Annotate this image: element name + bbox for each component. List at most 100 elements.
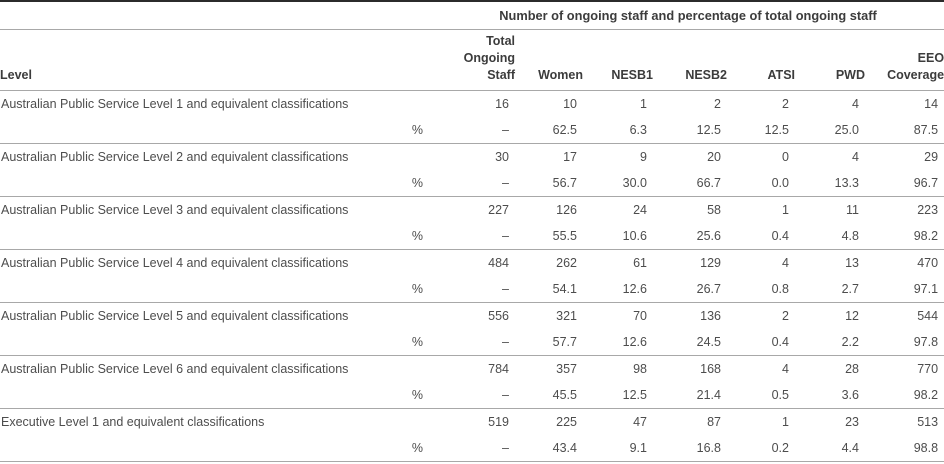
column-header-label: Women bbox=[538, 68, 583, 82]
column-header-label: EEO bbox=[917, 51, 944, 65]
percent-cell: 13.3 bbox=[795, 170, 865, 197]
percent-cell: 56.7 bbox=[515, 170, 583, 197]
column-header-label: Total bbox=[486, 34, 515, 48]
count-cell: 87 bbox=[707, 415, 721, 429]
percent-cell: 0.8 bbox=[727, 276, 795, 303]
percent-cell: 97.1 bbox=[865, 276, 944, 303]
count-cell: 17 bbox=[563, 150, 577, 164]
percent-cell: 4.8 bbox=[795, 223, 865, 250]
percent-cell: 25.6 bbox=[653, 223, 727, 250]
count-cell: 29 bbox=[924, 150, 939, 164]
percent-cell: 6.3 bbox=[583, 117, 653, 144]
level-label: Australian Public Service Level 4 and eq… bbox=[1, 256, 349, 270]
level-percent-row: % –55.5 10.6 25.6 0.4 4.8 98.2 bbox=[0, 223, 944, 250]
count-cell: 470 bbox=[917, 256, 939, 270]
column-header-eeo-coverage: EEO Coverage bbox=[865, 29, 944, 91]
percent-cell: 66.7 bbox=[653, 170, 727, 197]
percent-cell: 0.2 bbox=[727, 435, 795, 462]
column-header-label: Staff bbox=[487, 68, 515, 82]
count-cell: 126 bbox=[556, 203, 577, 217]
column-header-row: Level Total Ongoing Staff Women NESB1 NE… bbox=[0, 29, 944, 91]
level-label: Australian Public Service Level 2 and eq… bbox=[1, 150, 349, 164]
table-span-header: Number of ongoing staff and percentage o… bbox=[432, 1, 944, 30]
percent-cell: 12.5 bbox=[727, 117, 795, 144]
count-cell: 11 bbox=[846, 203, 859, 217]
percent-cell: 26.7 bbox=[653, 276, 727, 303]
count-cell: 2 bbox=[714, 97, 721, 111]
count-cell: 321 bbox=[556, 309, 577, 323]
percent-symbol: % bbox=[0, 223, 432, 250]
count-cell: 770 bbox=[917, 362, 939, 376]
count-cell: 14 bbox=[924, 97, 939, 111]
level-label: Australian Public Service Level 6 and eq… bbox=[1, 362, 349, 376]
percent-symbol: % bbox=[0, 329, 432, 356]
count-cell: 1 bbox=[782, 203, 789, 217]
level-label: Australian Public Service Level 3 and eq… bbox=[1, 203, 349, 217]
percent-cell: 12.6 bbox=[583, 329, 653, 356]
level-percent-row: % –56.7 30.0 66.7 0.0 13.3 96.7 bbox=[0, 170, 944, 197]
percent-cell: 0.4 bbox=[727, 329, 795, 356]
count-cell: 2 bbox=[782, 309, 789, 323]
column-header-nesb1: NESB1 bbox=[583, 29, 653, 91]
count-cell: 225 bbox=[556, 415, 577, 429]
level-percent-row: % –57.7 12.6 24.5 0.4 2.2 97.8 bbox=[0, 329, 944, 356]
level-percent-row: % –45.5 12.5 21.4 0.5 3.6 98.2 bbox=[0, 382, 944, 409]
level-label: Australian Public Service Level 5 and eq… bbox=[1, 309, 349, 323]
percent-cell: 98.8 bbox=[865, 435, 944, 462]
column-header-label: ATSI bbox=[767, 68, 795, 82]
level-count-row: Australian Public Service Level 3 and eq… bbox=[0, 197, 944, 224]
percent-cell: 43.4 bbox=[515, 435, 583, 462]
level-count-row: Australian Public Service Level 1 and eq… bbox=[0, 91, 944, 118]
percent-cell: – bbox=[432, 435, 515, 462]
count-cell: 1 bbox=[782, 415, 789, 429]
percent-cell: – bbox=[432, 223, 515, 250]
count-cell: 1 bbox=[640, 97, 647, 111]
count-cell: 262 bbox=[556, 256, 577, 270]
column-header-label: NESB1 bbox=[611, 68, 653, 82]
level-count-row: Australian Public Service Level 4 and eq… bbox=[0, 250, 944, 277]
percent-cell: 54.1 bbox=[515, 276, 583, 303]
percent-cell: 2.7 bbox=[795, 276, 865, 303]
percent-cell: – bbox=[432, 329, 515, 356]
percent-cell: 55.5 bbox=[515, 223, 583, 250]
percent-cell: 16.8 bbox=[653, 435, 727, 462]
percent-symbol: % bbox=[0, 170, 432, 197]
level-percent-row: % –43.4 9.1 16.8 0.2 4.4 98.8 bbox=[0, 435, 944, 462]
level-count-row: Australian Public Service Level 5 and eq… bbox=[0, 303, 944, 330]
percent-cell: 62.5 bbox=[515, 117, 583, 144]
span-header-row: Number of ongoing staff and percentage o… bbox=[0, 1, 944, 30]
count-cell: 70 bbox=[633, 309, 647, 323]
percent-cell: – bbox=[432, 170, 515, 197]
count-cell: 12 bbox=[845, 309, 859, 323]
level-label: Australian Public Service Level 1 and eq… bbox=[1, 97, 349, 111]
count-cell: 484 bbox=[488, 256, 509, 270]
column-header-total-ongoing-staff: Total Ongoing Staff bbox=[432, 29, 515, 91]
count-cell: 61 bbox=[633, 256, 647, 270]
count-cell: 2 bbox=[782, 97, 789, 111]
level-label: Executive Level 1 and equivalent classif… bbox=[1, 415, 265, 429]
count-cell: 544 bbox=[917, 309, 939, 323]
percent-cell: 96.7 bbox=[865, 170, 944, 197]
percent-cell: 25.0 bbox=[795, 117, 865, 144]
level-count-row: Executive Level 1 and equivalent classif… bbox=[0, 409, 944, 436]
percent-cell: 3.6 bbox=[795, 382, 865, 409]
count-cell: 4 bbox=[782, 256, 789, 270]
level-count-row: Australian Public Service Level 2 and eq… bbox=[0, 144, 944, 171]
percent-cell: 12.5 bbox=[653, 117, 727, 144]
count-cell: 223 bbox=[917, 203, 939, 217]
count-cell: 16 bbox=[495, 97, 509, 111]
count-cell: 227 bbox=[488, 203, 509, 217]
percent-cell: 12.6 bbox=[583, 276, 653, 303]
count-cell: 58 bbox=[707, 203, 721, 217]
column-header-nesb2: NESB2 bbox=[653, 29, 727, 91]
percent-cell: 98.2 bbox=[865, 223, 944, 250]
level-percent-row: % –62.5 6.3 12.5 12.5 25.0 87.5 bbox=[0, 117, 944, 144]
percent-cell: 45.5 bbox=[515, 382, 583, 409]
percent-cell: 97.8 bbox=[865, 329, 944, 356]
percent-cell: 57.7 bbox=[515, 329, 583, 356]
count-cell: 129 bbox=[700, 256, 721, 270]
percent-cell: 21.4 bbox=[653, 382, 727, 409]
percent-cell: 24.5 bbox=[653, 329, 727, 356]
